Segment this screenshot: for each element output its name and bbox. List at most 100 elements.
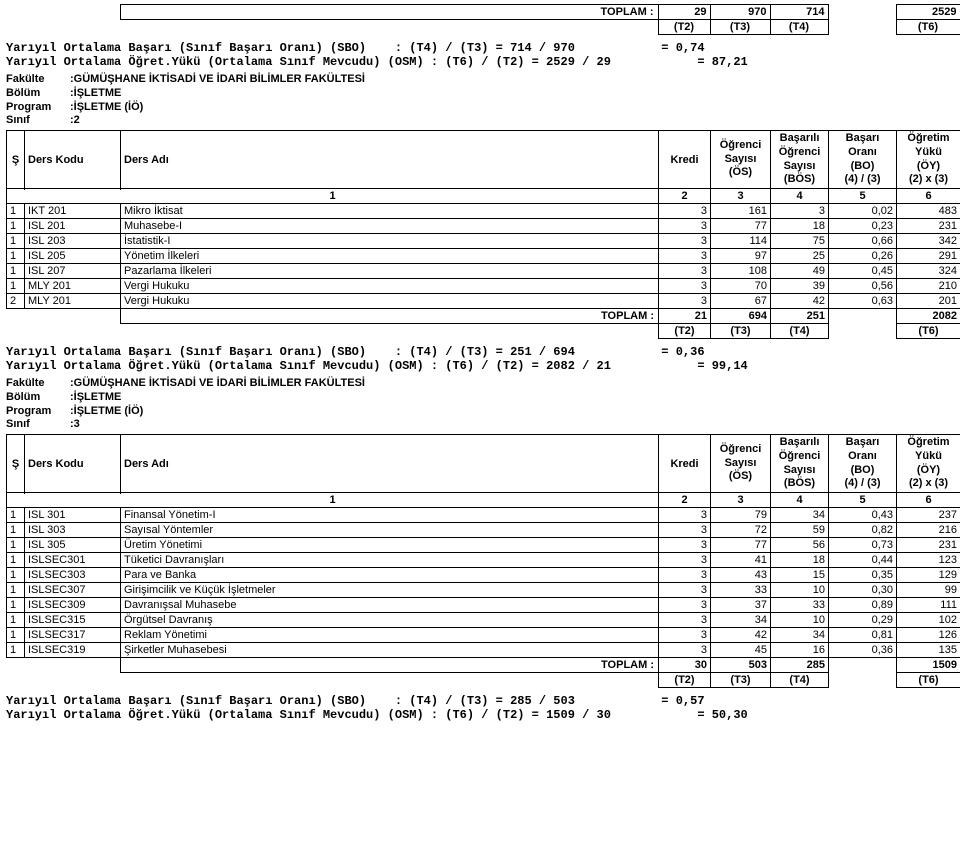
cell-oy: 483 (897, 204, 960, 219)
cell-ad: Şirketler Muhasebesi (121, 643, 659, 658)
total-os: 694 (711, 309, 771, 324)
calc-osm-0: Yarıyıl Ortalama Öğret.Yükü (Ortalama Sı… (6, 55, 954, 69)
cell-ad: Vergi Hukuku (121, 294, 659, 309)
cell-oy: 324 (897, 264, 960, 279)
cell-ad: Sayısal Yöntemler (121, 523, 659, 538)
cell-s: 1 (7, 249, 25, 264)
cell-kredi: 3 (659, 598, 711, 613)
cell-kredi: 3 (659, 628, 711, 643)
cell-bos: 15 (771, 568, 829, 583)
table-row: 1ISLSEC315Örgütsel Davranış334100,29102 (7, 613, 960, 628)
meta-v: :İŞLETME (70, 391, 121, 405)
table-row: 1ISL 303Sayısal Yöntemler372590,82216 (7, 523, 960, 538)
total-bos: 714 (770, 5, 828, 20)
meta-v: :3 (70, 418, 80, 432)
t2-label: (T2) (659, 324, 711, 339)
total-kredi: 29 (658, 5, 710, 20)
cell-bo: 0,36 (829, 643, 897, 658)
cell-ad: Mikro İktisat (121, 204, 659, 219)
cell-ad: Tüketici Davranışları (121, 553, 659, 568)
table-row: 1MLY 201Vergi Hukuku370390,56210 (7, 279, 960, 294)
meta-v: :GÜMÜŞHANE İKTİSADİ VE İDARİ BİLİMLER FA… (70, 73, 365, 87)
cell-s: 1 (7, 568, 25, 583)
col-kod: Ders Kodu (25, 435, 121, 493)
data-table-2: Ş Ders Kodu Ders Adı Kredi ÖğrenciSayısı… (6, 434, 960, 688)
t3-label: (T3) (710, 20, 770, 35)
cell-oy: 111 (897, 598, 960, 613)
table-row: 1ISL 301Finansal Yönetim-I379340,43237 (7, 508, 960, 523)
t2-label: (T2) (659, 673, 711, 688)
calc-sbo-1: Yarıyıl Ortalama Başarı (Sınıf Başarı Or… (6, 345, 954, 359)
cell-os: 43 (711, 568, 771, 583)
meta-k: Sınıf (6, 114, 70, 128)
data-table-1: Ş Ders Kodu Ders Adı Kredi ÖğrenciSayısı… (6, 130, 960, 339)
total-bos: 285 (771, 658, 829, 673)
col-s: Ş (7, 131, 25, 189)
cell-os: 34 (711, 613, 771, 628)
cell-os: 33 (711, 583, 771, 598)
cell-bos: 34 (771, 628, 829, 643)
col-bo: BaşarıOranı(BO)(4) / (3) (829, 435, 897, 493)
cell-os: 161 (711, 204, 771, 219)
cell-bo: 0,56 (829, 279, 897, 294)
cell-kod: ISLSEC307 (25, 583, 121, 598)
cell-kredi: 3 (659, 613, 711, 628)
cell-oy: 99 (897, 583, 960, 598)
cell-kod: ISL 203 (25, 234, 121, 249)
cell-os: 97 (711, 249, 771, 264)
cell-oy: 135 (897, 643, 960, 658)
meta-k: Fakülte (6, 73, 70, 87)
cell-s: 1 (7, 538, 25, 553)
cell-s: 1 (7, 583, 25, 598)
cell-kredi: 3 (659, 568, 711, 583)
cell-ad: Vergi Hukuku (121, 279, 659, 294)
cell-kredi: 3 (659, 234, 711, 249)
cell-bos: 16 (771, 643, 829, 658)
toplam-label: TOPLAM : (120, 5, 658, 20)
total-oy: 2082 (897, 309, 960, 324)
cell-ad: Reklam Yönetimi (121, 628, 659, 643)
cell-oy: 201 (897, 294, 960, 309)
cell-os: 77 (711, 219, 771, 234)
col-oy: ÖğretimYükü(ÖY)(2) x (3) (897, 435, 960, 493)
meta-v: :İŞLETME (İÖ) (70, 405, 143, 419)
number-row: 1 2 3 4 5 6 (7, 189, 960, 204)
total-oy: 2529 (896, 5, 960, 20)
cell-bos: 10 (771, 613, 829, 628)
meta-v: :2 (70, 114, 80, 128)
col-kredi: Kredi (659, 131, 711, 189)
cell-s: 1 (7, 643, 25, 658)
cell-s: 1 (7, 598, 25, 613)
cell-kredi: 3 (659, 583, 711, 598)
t2-label: (T2) (658, 20, 710, 35)
cell-kod: ISLSEC303 (25, 568, 121, 583)
cell-os: 45 (711, 643, 771, 658)
cell-kod: ISLSEC319 (25, 643, 121, 658)
cell-bo: 0,66 (829, 234, 897, 249)
cell-s: 1 (7, 553, 25, 568)
total-os: 503 (711, 658, 771, 673)
col-bos: BaşarılıÖğrenciSayısı(BÖS) (771, 435, 829, 493)
total-oy: 1509 (897, 658, 960, 673)
cell-s: 1 (7, 204, 25, 219)
table-row: 1ISLSEC309Davranışsal Muhasebe337330,891… (7, 598, 960, 613)
cell-bo: 0,23 (829, 219, 897, 234)
table-row: 1ISLSEC319Şirketler Muhasebesi345160,361… (7, 643, 960, 658)
cell-kredi: 3 (659, 249, 711, 264)
cell-os: 42 (711, 628, 771, 643)
total-bos: 251 (771, 309, 829, 324)
cell-bo: 0,43 (829, 508, 897, 523)
cell-kredi: 3 (659, 553, 711, 568)
total-kredi: 30 (659, 658, 711, 673)
meta-v: :İŞLETME (İÖ) (70, 101, 143, 115)
table-row: 1ISL 305Üretim Yönetimi377560,73231 (7, 538, 960, 553)
cell-ad: Muhasebe-I (121, 219, 659, 234)
cell-bo: 0,30 (829, 583, 897, 598)
header-row: Ş Ders Kodu Ders Adı Kredi ÖğrenciSayısı… (7, 131, 960, 189)
cell-kod: ISL 201 (25, 219, 121, 234)
table-row: 2MLY 201Vergi Hukuku367420,63201 (7, 294, 960, 309)
cell-kod: ISLSEC301 (25, 553, 121, 568)
cell-bo: 0,35 (829, 568, 897, 583)
cell-s: 1 (7, 234, 25, 249)
col-bo: BaşarıOranı(BO)(4) / (3) (829, 131, 897, 189)
